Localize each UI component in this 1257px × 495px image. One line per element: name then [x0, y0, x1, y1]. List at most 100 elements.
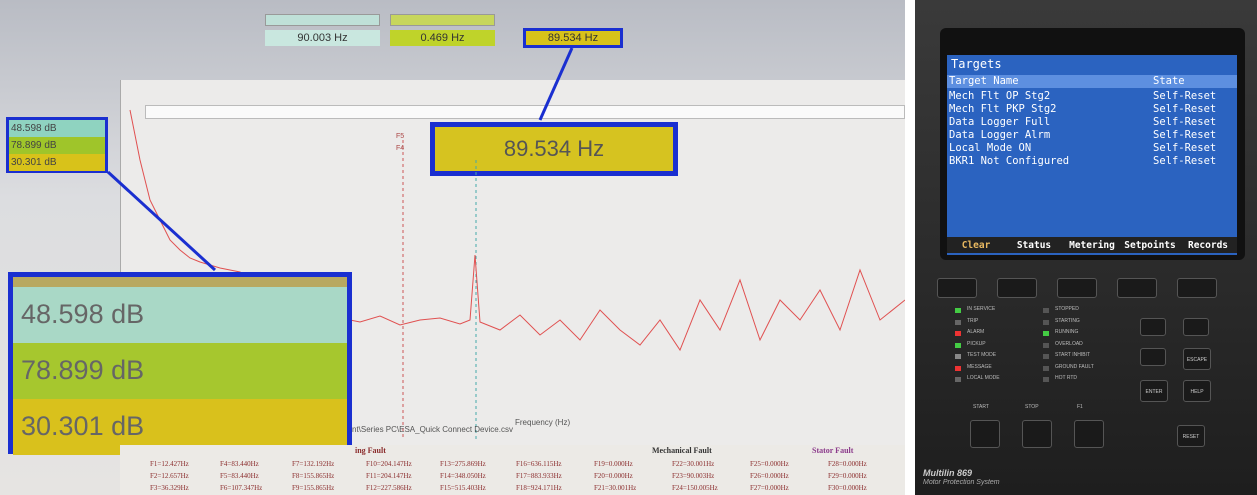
target-state: Self-Reset — [1153, 90, 1216, 103]
frequency: F14=348.050Hz — [440, 472, 486, 480]
softkey[interactable]: Clear — [947, 239, 1005, 252]
led-label: OVERLOAD — [1055, 341, 1083, 347]
frequency: F24=150.005Hz — [672, 484, 718, 492]
softkey-button[interactable] — [1057, 278, 1097, 298]
product: Motor Protection System — [923, 479, 1000, 486]
target-name: Data Logger Full — [949, 116, 1050, 129]
target-name: Mech Flt OP Stg2 — [949, 90, 1050, 103]
frequency: F18=924.171Hz — [516, 484, 562, 492]
control-key[interactable] — [1022, 420, 1052, 448]
led-label: PICKUP — [967, 341, 986, 347]
target-state: Self-Reset — [1153, 129, 1216, 142]
softkey-button[interactable] — [1117, 278, 1157, 298]
frequency: F28=0.000Hz — [828, 460, 867, 468]
led — [955, 308, 961, 313]
frequency: F29=0.000Hz — [828, 472, 867, 480]
relay-panel-photo: Targets Target Name State ClearStatusMet… — [915, 0, 1257, 495]
key[interactable]: HELP — [1183, 380, 1211, 402]
frequency: F3=36.329Hz — [150, 484, 189, 492]
screen-title: Targets — [951, 58, 1002, 71]
frequency: F4=83.440Hz — [220, 460, 259, 468]
softkey[interactable]: Setpoints — [1121, 239, 1179, 252]
control-label: START — [973, 404, 989, 410]
softkey-button[interactable] — [937, 278, 977, 298]
column-header: Target Name — [949, 75, 1019, 88]
target-state: Self-Reset — [1153, 155, 1216, 168]
control-key[interactable] — [970, 420, 1000, 448]
header-row: Target Name State — [947, 75, 1237, 88]
led — [955, 366, 961, 371]
led-label: RUNNING — [1055, 329, 1078, 335]
led — [955, 320, 961, 325]
key[interactable]: ENTER — [1140, 380, 1168, 402]
led — [1043, 308, 1049, 313]
softkey-button[interactable] — [997, 278, 1037, 298]
section: ing Fault — [355, 446, 386, 455]
softkey[interactable]: Status — [1005, 239, 1063, 252]
target-name: Local Mode ON — [949, 142, 1031, 155]
led-label: ALARM — [967, 329, 984, 335]
led — [1043, 343, 1049, 348]
led — [1043, 331, 1049, 336]
target-state: Self-Reset — [1153, 103, 1216, 116]
led-label: IN SERVICE — [967, 306, 995, 312]
led — [955, 331, 961, 336]
frequency: F7=132.192Hz — [292, 460, 334, 468]
control-label: F1 — [1077, 404, 1083, 410]
home-key[interactable] — [1183, 318, 1209, 336]
led-label: MESSAGE — [967, 364, 992, 370]
frequency: F10=204.147Hz — [366, 460, 412, 468]
db-value: 48.598 dB — [13, 287, 347, 343]
control-key[interactable] — [1074, 420, 1104, 448]
frequency: F22=30.001Hz — [672, 460, 714, 468]
cursor-label: F5 — [396, 133, 404, 140]
target-name: BKR1 Not Configured — [949, 155, 1069, 168]
x-axis-label: Frequency (Hz) — [515, 418, 570, 427]
led-label: HOT RTD — [1055, 375, 1077, 381]
frequency: F6=107.347Hz — [220, 484, 262, 492]
frequency: F16=636.115Hz — [516, 460, 562, 468]
frequency: F15=515.403Hz — [440, 484, 486, 492]
key[interactable]: ESCAPE — [1183, 348, 1211, 370]
frequency: F1=12.427Hz — [150, 460, 189, 468]
frequency: F9=155.865Hz — [292, 484, 334, 492]
target-state: Self-Reset — [1153, 116, 1216, 129]
led — [955, 377, 961, 382]
led-label: TEST MODE — [967, 352, 996, 358]
up-key[interactable] — [1140, 318, 1166, 336]
frequency: F2=12.657Hz — [150, 472, 189, 480]
column-header: State — [1153, 75, 1185, 88]
page: 90.003 Hz 0.469 Hz 89.534 Hz 89.534 Hz 4… — [0, 0, 1257, 495]
brand: Multilin 869 — [923, 468, 972, 478]
target-state: Self-Reset — [1153, 142, 1216, 155]
control-label: STOP — [1025, 404, 1039, 410]
key[interactable]: RESET — [1177, 425, 1205, 447]
section: Stator Fault — [812, 446, 853, 455]
db-value: 78.899 dB — [13, 343, 347, 399]
frequency: F30=0.000Hz — [828, 484, 867, 492]
db-zoom: 48.598 dB 78.899 dB 30.301 dB — [8, 272, 352, 454]
softkey[interactable]: Metering — [1063, 239, 1121, 252]
led — [1043, 366, 1049, 371]
led-label: STARTING — [1055, 318, 1080, 324]
target-name: Data Logger Alrm — [949, 129, 1050, 142]
softkey-button[interactable] — [1177, 278, 1217, 298]
esa-software-photo: 90.003 Hz 0.469 Hz 89.534 Hz 89.534 Hz 4… — [0, 0, 905, 495]
led — [955, 343, 961, 348]
frequency: F13=275.869Hz — [440, 460, 486, 468]
led-label: LOCAL MODE — [967, 375, 1000, 381]
frequency: F20=0.000Hz — [594, 472, 633, 480]
led — [1043, 377, 1049, 382]
led — [1043, 320, 1049, 325]
softkey[interactable]: Records — [1179, 239, 1237, 252]
frequency: F23=90.003Hz — [672, 472, 714, 480]
frequency: F5=83.440Hz — [220, 472, 259, 480]
led-label: STOPPED — [1055, 306, 1079, 312]
file-path: nt\Series PC\ESA_Quick Connect Device.cs… — [352, 425, 513, 434]
frequency: F12=227.586Hz — [366, 484, 412, 492]
led-label: START INHIBIT — [1055, 352, 1090, 358]
led-label: TRIP — [967, 318, 978, 324]
frequency: F17=883.933Hz — [516, 472, 562, 480]
down-key[interactable] — [1140, 348, 1166, 366]
